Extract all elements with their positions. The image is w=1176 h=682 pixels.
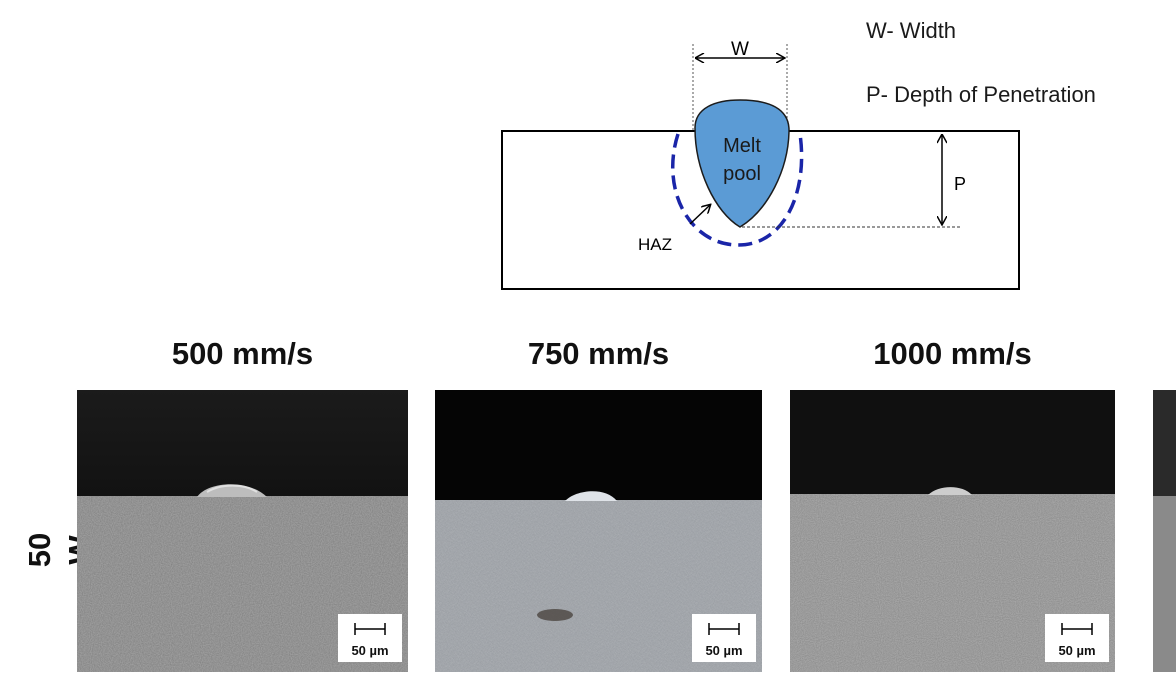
speed-title-500: 500 mm/s — [171, 336, 314, 371]
haz-pointer-arrow — [689, 205, 710, 225]
legend-width: W- Width — [866, 18, 957, 43]
depth-symbol: P — [954, 174, 966, 194]
scale-bar-750: 50 µm — [692, 614, 756, 662]
micrograph-panel-500: 50 µm — [77, 390, 408, 672]
micrograph-panel-partial — [1153, 390, 1176, 672]
scale-bar-500: 50 µm — [338, 614, 402, 662]
micrograph-panel-750: 50 µm — [435, 390, 762, 672]
micrograph-panel-1000: 50 µm — [790, 390, 1115, 672]
haz-label: HAZ — [638, 235, 672, 254]
speed-title-1000: 1000 mm/s — [873, 336, 1032, 371]
melt-pool-label-line1: Melt — [723, 135, 761, 157]
scale-label-500: 50 µm — [351, 643, 389, 658]
power-row-label: 50 W — [22, 532, 97, 568]
melt-pool-schematic: W Melt pool P HAZ — [501, 39, 1020, 290]
haz-boundary — [670, 133, 804, 247]
melt-pool-shape — [694, 99, 790, 228]
scale-label-1000: 50 µm — [1058, 643, 1096, 658]
scale-bar-1000: 50 µm — [1045, 614, 1109, 662]
speed-title-750: 750 mm/s — [527, 336, 670, 371]
width-symbol: W — [731, 39, 749, 60]
legend-depth: P- Depth of Penetration — [866, 82, 1096, 107]
melt-pool-label-line2: pool — [723, 163, 761, 185]
scale-label-750: 50 µm — [705, 643, 743, 658]
